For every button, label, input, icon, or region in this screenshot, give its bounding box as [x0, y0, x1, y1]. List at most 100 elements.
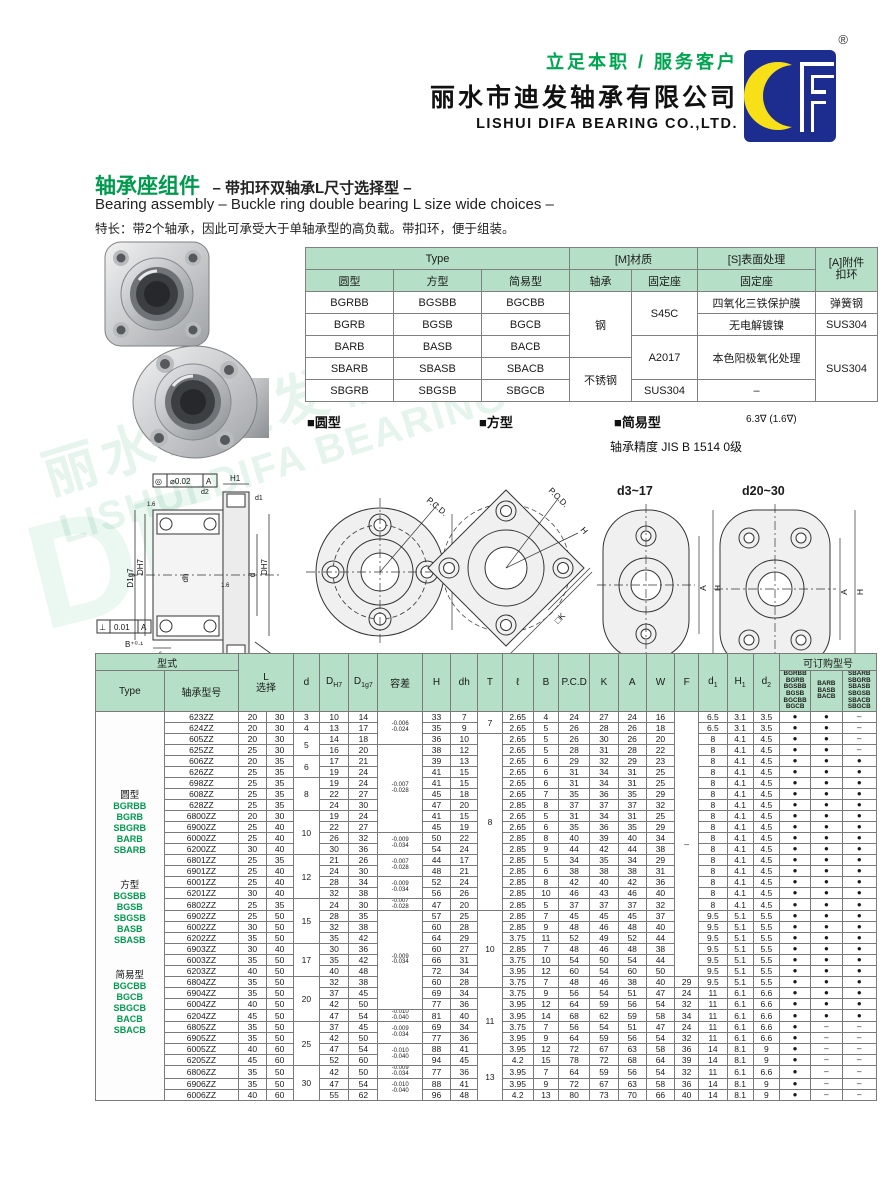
table-cell: 35 [558, 788, 591, 800]
table-cell: 6.1 [726, 1032, 754, 1045]
table-cell: ● [778, 910, 812, 923]
table-cell: 36 [450, 998, 479, 1011]
table-cell: 30 [265, 711, 294, 723]
table-cell: 5 [532, 722, 560, 734]
spec-row: SBGRB SBGSB SBGCB SUS304 – [305, 379, 878, 402]
table-cell: 40 [265, 887, 294, 899]
table-cell: – [841, 744, 877, 756]
table-cell: ● [841, 755, 877, 767]
table-cell: 2.85 [501, 943, 534, 956]
bearing-model: 6800ZZ [163, 810, 240, 822]
spec-cell: 不锈钢 [569, 357, 632, 402]
table-cell: 20 [238, 755, 267, 767]
table-row: 6800ZZ 20 30 10 19 24 41 15 2.65 5 31 34 31 25 8 4.1 4.5… [96, 810, 877, 855]
table-cell: 46 [617, 887, 647, 899]
table-cell: 4.1 [726, 832, 754, 844]
col-tol: 容差 [377, 653, 423, 712]
table-cell: 5.5 [752, 910, 780, 923]
table-cell: – [810, 1043, 843, 1056]
table-cell: 24 [348, 777, 379, 789]
table-cell: 37 [617, 897, 647, 912]
table-cell: 17 [348, 722, 379, 734]
bearing-model: 698ZZ [163, 777, 240, 789]
drawing-square-flange: P.C.D. H □K [418, 478, 598, 668]
svg-text:d1: d1 [255, 495, 263, 502]
spec-cell: 无电解镀镍 [697, 313, 816, 336]
table-cell: ● [778, 921, 812, 934]
table-cell: 36 [348, 843, 379, 855]
table-cell: 54 [589, 1021, 619, 1034]
table-cell: 94 [421, 1054, 452, 1067]
svg-text:dh: dh [181, 574, 190, 583]
table-cell: 11 [532, 932, 560, 945]
table-cell: 9 [752, 1077, 780, 1090]
table-cell: 14 [698, 1088, 728, 1101]
table-cell: 12 [532, 998, 560, 1011]
table-cell: 9.5 [698, 910, 728, 923]
drawing-cross-section: ◎ ⌀0.02 A H1 d2 d1 D1g7 DH7 dh d DH7 ℓ ⊥… [95, 472, 310, 689]
slogan: 立足本职 / 服务客户 [545, 52, 738, 72]
table-cell: 38 [617, 976, 647, 989]
table-cell: 7 [450, 711, 479, 723]
table-cell: 2.85 [501, 832, 534, 844]
table-cell: 39 [589, 832, 619, 844]
bearing-model: 6004ZZ [163, 998, 240, 1011]
table-cell: 63 [617, 1077, 647, 1090]
table-cell: 22 [318, 821, 350, 833]
bearing-model: 6902ZZ [163, 910, 240, 923]
col-d: d [292, 653, 320, 712]
table-cell: 29 [617, 755, 647, 767]
table-cell: 4.1 [726, 766, 754, 778]
table-cell: ● [810, 976, 843, 989]
table-cell: 25 [238, 744, 267, 756]
spec-h-bearing: 轴承 [569, 269, 632, 292]
table-cell: -0.007 -0.028 [377, 854, 423, 877]
table-cell: 24 [674, 987, 700, 1000]
table-cell: ● [778, 788, 812, 800]
table-cell: 4.1 [726, 733, 754, 745]
table-cell: 31 [558, 777, 591, 789]
table-cell: ● [841, 766, 877, 778]
table-cell: 16 [318, 744, 350, 756]
table-cell: 25 [238, 876, 267, 888]
drawing-round-flange: P.C.D. H [300, 490, 465, 660]
table-cell: – [810, 1088, 843, 1101]
table-cell: ● [810, 821, 843, 833]
bearing-model: 6805ZZ [163, 1021, 240, 1034]
table-cell: 50 [265, 1065, 294, 1079]
table-cell: 40 [450, 1009, 479, 1023]
table-cell: – [810, 1077, 843, 1090]
table-cell: -0.009 -0.034 [377, 1021, 423, 1045]
table-cell: 42 [348, 954, 379, 967]
col-model: 轴承型号 [163, 670, 240, 712]
table-cell: ● [841, 921, 877, 934]
table-cell: 40 [617, 832, 647, 844]
table-cell: 25 [238, 766, 267, 778]
spec-h-material: [M]材质 [569, 247, 698, 270]
svg-text:DH7: DH7 [260, 558, 269, 575]
table-cell: 24 [450, 843, 479, 855]
table-cell: 52 [421, 876, 452, 888]
table-cell: 72 [558, 1043, 591, 1056]
table-cell: 32 [318, 976, 350, 989]
table-cell: 11 [698, 987, 728, 1000]
table-cell: ● [810, 998, 843, 1011]
table-cell: 40 [645, 921, 676, 934]
table-cell: 2.85 [501, 887, 534, 899]
table-cell: 11 [698, 1065, 728, 1079]
table-cell: 4.1 [726, 843, 754, 855]
spec-cell: SBASB [393, 357, 482, 380]
spec-cell: BGRBB [305, 291, 394, 314]
table-cell: 37 [589, 799, 619, 811]
col-codes-3: SBARB SBGRB SBASB SBGSB SBACB SBGCB [841, 670, 877, 712]
table-cell: 46 [589, 943, 619, 956]
table-cell: 36 [450, 1065, 479, 1079]
table-cell: 34 [589, 810, 619, 822]
bearing-model: 6201ZZ [163, 887, 240, 899]
svg-text:DH7: DH7 [136, 558, 145, 575]
table-cell: – [841, 1054, 877, 1067]
table-row: 624ZZ 20 30 4 13 17 35 9 2.65 5 26 28 26 18 6.5 3.1 3.5 ●… [96, 722, 877, 734]
table-cell: ● [841, 954, 877, 967]
table-cell: 32 [589, 755, 619, 767]
table-cell: 30 [265, 722, 294, 734]
